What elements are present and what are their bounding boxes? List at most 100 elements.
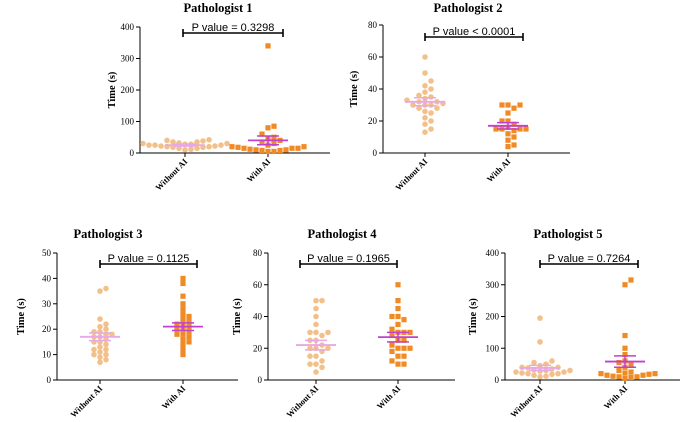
y-tick-label: 0 — [130, 148, 135, 158]
data-point-without-ai — [164, 137, 170, 144]
data-point-without-ai — [428, 102, 434, 108]
data-point-with-ai — [395, 305, 401, 312]
data-point-without-ai — [561, 369, 567, 375]
data-point-without-ai — [313, 361, 319, 367]
data-point-without-ai — [410, 102, 416, 108]
y-tick-label: 100 — [486, 343, 500, 353]
chart-title: Pathologist 1 — [183, 1, 252, 15]
data-point-without-ai — [97, 344, 103, 350]
y-tick-label: 80 — [253, 248, 263, 258]
data-point-without-ai — [567, 367, 573, 374]
y-tick-label: 30 — [42, 299, 52, 309]
data-point-with-ai — [610, 373, 616, 379]
data-point-without-ai — [103, 285, 109, 292]
data-point-with-ai — [289, 145, 295, 151]
x-category-label: Without AI — [153, 156, 190, 193]
data-point-with-ai — [616, 374, 622, 380]
data-point-with-ai — [622, 345, 628, 351]
data-point-with-ai — [259, 147, 265, 154]
data-point-without-ai — [97, 354, 103, 360]
data-point-without-ai — [537, 339, 543, 345]
data-point-without-ai — [313, 305, 319, 312]
data-point-with-ai — [395, 313, 401, 320]
data-point-with-ai — [271, 134, 277, 140]
data-point-without-ai — [428, 118, 434, 124]
data-point-without-ai — [422, 115, 428, 121]
y-tick-label: 10 — [42, 350, 52, 360]
data-point-without-ai — [434, 105, 440, 111]
data-point-with-ai — [517, 126, 523, 132]
data-point-with-ai — [505, 131, 511, 137]
data-point-without-ai — [97, 323, 103, 330]
y-tick-label: 40 — [42, 273, 52, 283]
data-point-with-ai — [180, 311, 186, 317]
data-point-with-ai — [253, 147, 259, 153]
data-point-without-ai — [97, 288, 103, 294]
data-point-with-ai — [499, 118, 505, 124]
data-point-with-ai — [401, 345, 407, 351]
data-point-with-ai — [174, 331, 180, 337]
y-tick-label: 40 — [368, 84, 378, 94]
data-point-without-ai — [416, 92, 422, 99]
data-point-with-ai — [505, 110, 511, 116]
data-point-with-ai — [511, 121, 517, 127]
data-point-with-ai — [616, 359, 622, 366]
panel-pathologist-4: Pathologist 4 0 20 40 60 80 Time (s) Without AI… — [232, 227, 455, 420]
data-point-without-ai — [97, 359, 103, 366]
data-point-with-ai — [616, 367, 622, 374]
data-point-without-ai — [428, 110, 434, 116]
data-point-with-ai — [259, 139, 265, 145]
y-tick-label: 20 — [368, 116, 378, 126]
data-point-with-ai — [180, 336, 186, 342]
chart-title: Pathologist 3 — [73, 227, 142, 241]
x-category-label: Without AI — [508, 383, 545, 420]
data-point-with-ai — [389, 348, 395, 355]
x-category-label: With AI — [245, 156, 273, 184]
data-point-without-ai — [170, 139, 176, 145]
data-point-with-ai — [505, 144, 511, 150]
y-axis-label: Time (s) — [16, 298, 27, 335]
y-tick-label: 300 — [486, 280, 500, 290]
data-point-with-ai — [401, 353, 407, 359]
data-point-without-ai — [188, 146, 194, 153]
data-point-with-ai — [395, 353, 401, 359]
data-point-with-ai — [395, 282, 401, 288]
chart-title: Pathologist 4 — [307, 227, 377, 241]
data-point-without-ai — [319, 364, 325, 371]
data-point-with-ai — [401, 361, 407, 367]
data-point-without-ai — [549, 371, 555, 378]
data-point-with-ai — [180, 331, 186, 337]
data-point-with-ai — [407, 329, 413, 335]
data-point-without-ai — [313, 369, 319, 375]
data-point-without-ai — [313, 313, 319, 320]
data-point-with-ai — [271, 148, 277, 155]
y-tick-label: 400 — [121, 22, 135, 32]
data-point-without-ai — [158, 143, 164, 149]
data-point-with-ai — [395, 345, 401, 351]
y-tick-label: 80 — [368, 20, 378, 30]
data-point-without-ai — [422, 89, 428, 95]
x-category-label: Without AI — [68, 383, 105, 420]
data-point-without-ai — [513, 369, 519, 375]
data-point-with-ai — [180, 316, 186, 322]
data-point-with-ai — [511, 128, 517, 134]
data-point-with-ai — [186, 334, 192, 340]
data-point-with-ai — [265, 43, 271, 49]
x-category-label: With AI — [485, 156, 513, 184]
data-point-without-ai — [422, 129, 428, 135]
data-point-without-ai — [218, 142, 224, 148]
data-point-without-ai — [103, 356, 109, 363]
data-point-with-ai — [499, 102, 505, 108]
y-tick-label: 60 — [368, 52, 378, 62]
data-point-with-ai — [640, 372, 646, 378]
panel-pathologist-1: Pathologist 1 0 100 200 300 400 Time (s) Withou… — [107, 1, 330, 193]
data-point-with-ai — [401, 317, 407, 323]
data-point-with-ai — [271, 140, 277, 147]
data-point-without-ai — [97, 349, 103, 355]
data-point-with-ai — [389, 332, 395, 339]
data-point-with-ai — [395, 321, 401, 328]
x-category-label: With AI — [602, 383, 630, 411]
data-point-with-ai — [277, 147, 283, 154]
data-point-without-ai — [422, 83, 428, 89]
data-point-without-ai — [313, 321, 319, 328]
